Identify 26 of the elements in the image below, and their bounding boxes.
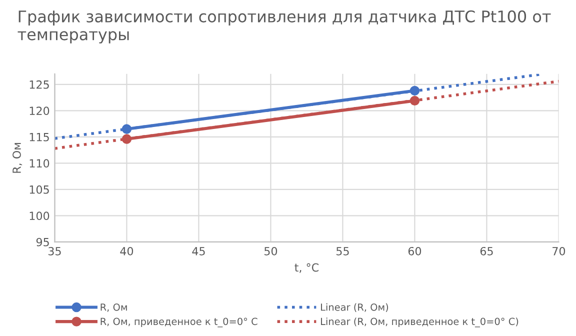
legend-label: Linear (R, Ом) (321, 303, 388, 312)
x-tick-label: 60 (408, 246, 422, 256)
x-tick-label: 45 (192, 247, 205, 256)
y-tick-label: 120 (30, 106, 50, 116)
y-axis-title: R, Ом (12, 142, 22, 173)
x-tick-label: 55 (336, 247, 349, 256)
legend-label: Linear (R, Ом, приведенное к t_0=0° C) (321, 318, 518, 328)
point (410, 86, 420, 96)
point (410, 96, 420, 106)
point (122, 134, 132, 144)
x-tick-label: 65 (480, 246, 493, 256)
y-tick-label: 95 (36, 238, 49, 246)
x-tick-label: 40 (120, 246, 134, 256)
x-axis-title: t, °C (294, 263, 318, 273)
y-tick-label: 105 (30, 185, 49, 194)
y-tick-label: 115 (30, 133, 49, 142)
y-tick-label: 110 (30, 159, 50, 168)
x-tick-label: 50 (264, 246, 278, 256)
x-tick-label: 35 (48, 246, 61, 256)
y-tick-label: 125 (30, 80, 49, 89)
x-tick-label: 70 (552, 246, 566, 256)
point (122, 124, 132, 134)
chart-title: График зависимости сопротивления для датчика ДТС Pt100 от температуры (18, 10, 551, 44)
y-tick-label: 100 (30, 212, 50, 220)
legend-label: R, Ом, приведенное к t_0=0° C (100, 318, 258, 328)
legend-label: R, Ом (100, 303, 127, 312)
